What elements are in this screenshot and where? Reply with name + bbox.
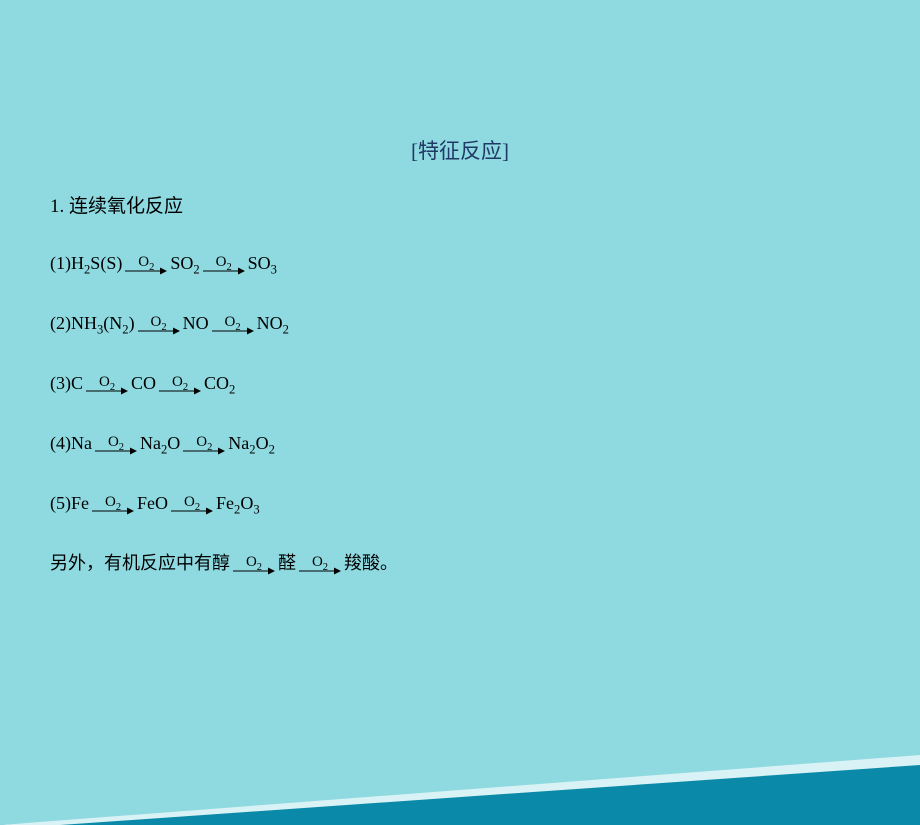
chem-formula: O2	[225, 315, 241, 330]
content-area: 1. 连续氧化反应 (1)H2S(S) O2 SO2 O2 SO3 (2)NH3(N2) O…	[50, 195, 920, 576]
chem-formula: O2	[172, 375, 188, 390]
slide-title: [特征反应]	[0, 135, 920, 165]
chem-formula: O2	[151, 315, 167, 330]
arrow-label: O2	[108, 435, 124, 450]
chem-formula: O2	[246, 555, 262, 570]
chem-formula: NO	[183, 312, 209, 335]
arrow-label: O2	[138, 255, 154, 270]
reaction-arrow: O2	[202, 246, 246, 276]
reaction-arrow: O2	[124, 246, 168, 276]
chem-formula: SO3	[248, 252, 277, 275]
equation-prefix: (1)	[50, 252, 71, 275]
equation-line: (2)NH3(N2) O2 NO O2 NO2	[50, 306, 920, 336]
chem-formula: O2	[216, 255, 232, 270]
chem-formula: O2	[108, 435, 124, 450]
equation-prefix: (2)	[50, 312, 71, 335]
footer-triangle	[0, 755, 920, 825]
note-lead: 另外，有机反应中有醇	[50, 552, 230, 575]
slide: [特征反应] 1. 连续氧化反应 (1)H2S(S)O2SO2O2SO3(2)N…	[0, 135, 920, 825]
arrow-label: O2	[196, 435, 212, 450]
chem-formula: O2	[184, 495, 200, 510]
note-term: 羧酸	[344, 552, 380, 575]
chem-formula: Fe	[71, 492, 89, 515]
chem-formula: CO2	[204, 372, 235, 395]
arrow-label: O2	[225, 315, 241, 330]
reaction-arrow: O2	[94, 426, 138, 456]
reaction-arrow: O2	[158, 366, 202, 396]
chem-formula: NO2	[257, 312, 289, 335]
arrow-label: O2	[184, 495, 200, 510]
arrow-label: O2	[105, 495, 121, 510]
arrow-label: O2	[151, 315, 167, 330]
equation-line: (5)Fe O2 FeO O2 Fe2O3	[50, 486, 920, 516]
reaction-arrow: O2	[182, 426, 226, 456]
equation-prefix: (5)	[50, 492, 71, 515]
arrow-label: O2	[172, 375, 188, 390]
equation-prefix: (3)	[50, 372, 71, 395]
arrow-label: O2	[246, 555, 262, 570]
equation-list: (1)H2S(S) O2 SO2 O2 SO3 (2)NH3(N2) O2 NO O2 NO2 (3…	[50, 246, 920, 516]
arrow-label: O2	[216, 255, 232, 270]
chem-formula: Na	[71, 432, 92, 455]
arrow-label: O2	[312, 555, 328, 570]
equation-prefix: (4)	[50, 432, 71, 455]
chem-formula: C	[71, 372, 83, 395]
equation-line: (4)Na O2 Na2O O2 Na2O2	[50, 426, 920, 456]
note-term: 醛	[278, 552, 296, 575]
chem-formula: H2S(S)	[71, 252, 122, 275]
reaction-arrow: O2	[137, 306, 181, 336]
reaction-arrow: O2	[232, 546, 276, 576]
chem-formula: FeO	[137, 492, 168, 515]
reaction-arrow: O2	[298, 546, 342, 576]
chem-formula: Na2O	[140, 432, 180, 455]
chem-formula: NH3(N2)	[71, 312, 135, 335]
equation-line: (1)H2S(S) O2 SO2 O2 SO3	[50, 246, 920, 276]
note-line: 另外，有机反应中有醇 O2 醛 O2 羧酸。	[50, 546, 920, 576]
chem-formula: O2	[99, 375, 115, 390]
chem-formula: O2	[196, 435, 212, 450]
reaction-arrow: O2	[211, 306, 255, 336]
chem-formula: O2	[105, 495, 121, 510]
equation-line: (3)CO2COO2CO2	[50, 366, 920, 396]
chem-formula: O2	[312, 555, 328, 570]
chem-formula: CO	[131, 372, 156, 395]
chem-formula: Na2O2	[228, 432, 275, 455]
note-tail: 。	[380, 552, 398, 575]
chem-formula: SO2	[170, 252, 199, 275]
arrow-label: O2	[99, 375, 115, 390]
reaction-arrow: O2	[85, 366, 129, 396]
reaction-arrow: O2	[170, 486, 214, 516]
chem-formula: O2	[138, 255, 154, 270]
chem-formula: Fe2O3	[216, 492, 260, 515]
section-title: 1. 连续氧化反应	[50, 195, 920, 220]
reaction-arrow: O2	[91, 486, 135, 516]
